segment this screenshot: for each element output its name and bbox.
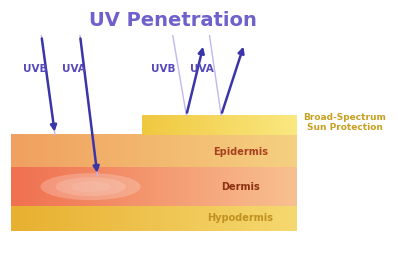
Text: UVA: UVA bbox=[190, 64, 214, 74]
Text: UVA: UVA bbox=[62, 64, 86, 74]
Ellipse shape bbox=[56, 177, 126, 196]
Text: Hypodermis: Hypodermis bbox=[207, 213, 273, 223]
Text: Broad-Spectrum
Sun Protection: Broad-Spectrum Sun Protection bbox=[303, 113, 386, 132]
Bar bbox=[142, 115, 297, 134]
Text: Dermis: Dermis bbox=[221, 182, 260, 192]
Ellipse shape bbox=[41, 173, 140, 200]
Text: Epidermis: Epidermis bbox=[213, 147, 268, 157]
Ellipse shape bbox=[70, 181, 111, 192]
Text: UVB: UVB bbox=[23, 64, 48, 74]
Text: UV Penetration: UV Penetration bbox=[89, 11, 257, 30]
Text: UVB: UVB bbox=[151, 64, 176, 74]
